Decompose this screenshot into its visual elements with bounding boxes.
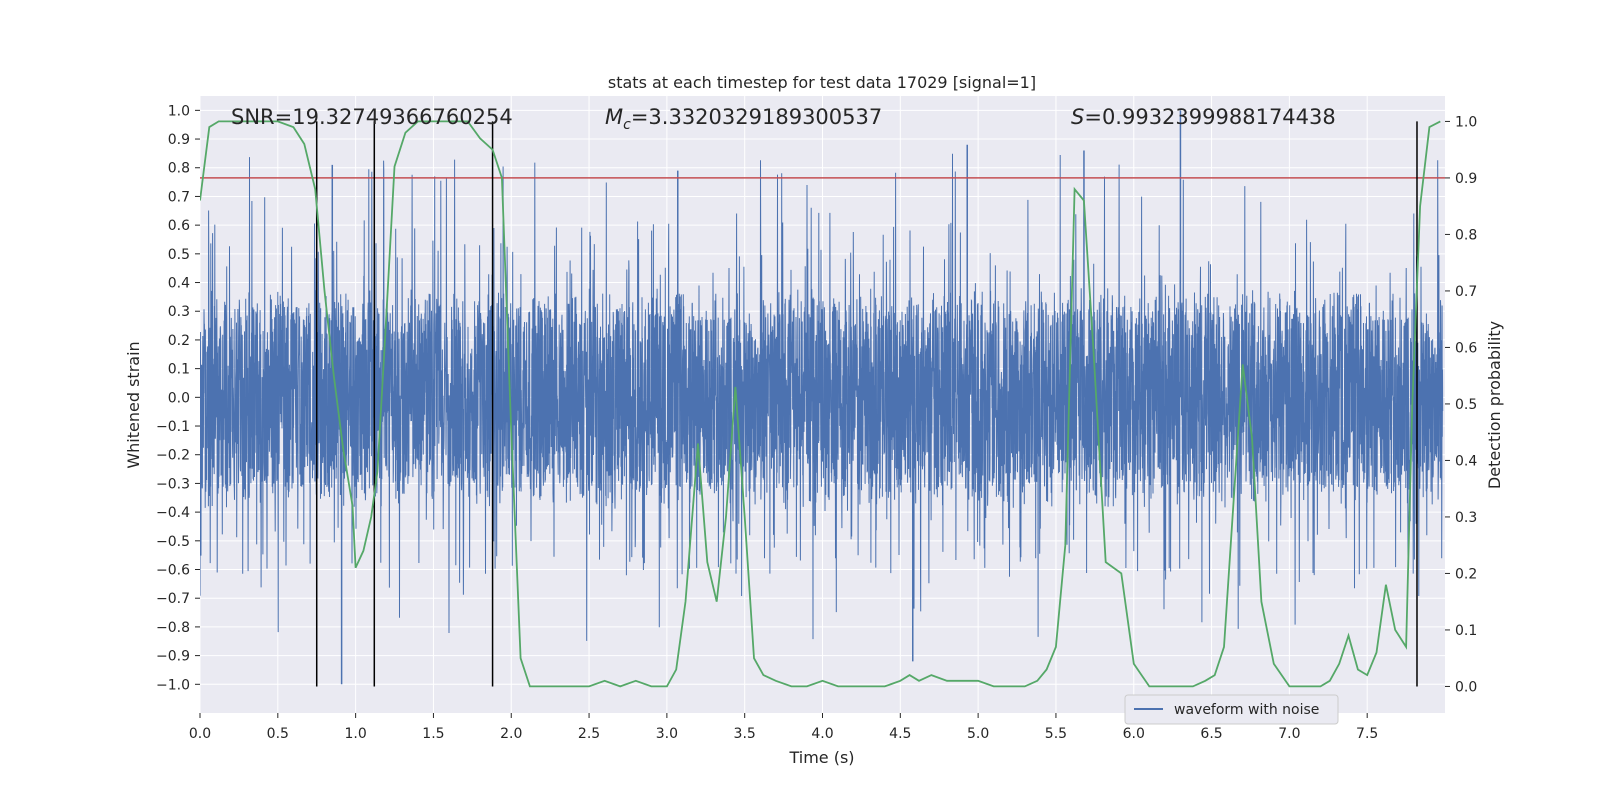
probability-line (200, 120, 1441, 688)
legend: waveform with noise (1124, 694, 1339, 725)
y-tick-label-5: 0.5 (168, 247, 190, 263)
y-tick-label-17: −0.7 (156, 591, 190, 607)
y2-tick-label-5: 0.5 (1455, 397, 1477, 413)
snr-annotation: SNR=19.32749366760254 (231, 105, 513, 129)
x-axis-ticks: 0.0 0.5 1.0 1.5 2.0 2.5 3.0 3.5 4.0 4.5 5.0 5.5 6.0 6… (189, 713, 1378, 742)
y-tick-label-6: 0.4 (168, 276, 190, 292)
x-tick-label-0: 0.0 (189, 726, 211, 742)
y2-axis-ticks: 1.0 0.9 0.8 0.7 0.6 0.5 0.4 0.3 0.2 0.1 0.0 (1445, 114, 1477, 695)
x-tick-label-7: 3.5 (734, 726, 756, 742)
x-tick-label-2: 1.0 (344, 726, 366, 742)
chart-title: stats at each timestep for test data 170… (608, 73, 1036, 92)
y-tick-label-18: −0.8 (156, 620, 190, 636)
chirp-mass-annotation: Mc=3.3320329189300537 (605, 105, 882, 133)
y-tick-label-14: −0.4 (156, 505, 190, 521)
s-annotation: S=0.9932399988174438 (1071, 105, 1336, 129)
y2-axis-label: Detection probability (1485, 321, 1504, 489)
y-tick-label-13: −0.3 (156, 476, 190, 492)
chirp-mass-value: =3.3320329189300537 (631, 105, 882, 129)
x-tick-label-8: 4.0 (811, 726, 833, 742)
y2-tick-label-10: 0.0 (1455, 679, 1477, 695)
y-tick-label-10: 0.0 (168, 390, 190, 406)
x-tick-label-4: 2.0 (500, 726, 522, 742)
s-value: =0.9932399988174438 (1084, 105, 1335, 129)
y-tick-label-3: 0.7 (168, 189, 190, 205)
probability-series (200, 120, 1441, 688)
x-tick-label-9: 4.5 (889, 726, 911, 742)
y-tick-label-19: −0.9 (156, 649, 190, 665)
y-tick-label-8: 0.2 (168, 333, 190, 349)
y-axis-label: Whitened strain (124, 341, 143, 468)
y-tick-label-7: 0.3 (168, 304, 190, 320)
x-tick-label-5: 2.5 (578, 726, 600, 742)
y-tick-label-20: −1.0 (156, 677, 190, 693)
y2-tick-label-9: 0.1 (1455, 623, 1477, 639)
x-tick-label-10: 5.0 (967, 726, 989, 742)
y-tick-label-2: 0.8 (168, 161, 190, 177)
waveform-series (200, 110, 1444, 685)
x-tick-label-11: 5.5 (1045, 726, 1067, 742)
y-tick-label-15: −0.5 (156, 534, 190, 550)
x-tick-label-14: 7.0 (1278, 726, 1300, 742)
s-symbol: S (1071, 105, 1084, 129)
y-tick-label-9: 0.1 (168, 362, 190, 378)
x-tick-label-12: 6.0 (1123, 726, 1145, 742)
y2-tick-label-3: 0.7 (1455, 284, 1477, 300)
x-axis-label: Time (s) (788, 748, 854, 767)
x-tick-label-6: 3.0 (656, 726, 678, 742)
x-tick-label-13: 6.5 (1200, 726, 1222, 742)
y2-tick-label-0: 1.0 (1455, 114, 1477, 130)
waveform-line (200, 153, 1444, 641)
y2-tick-label-8: 0.2 (1455, 566, 1477, 582)
x-tick-label-1: 0.5 (267, 726, 289, 742)
y-tick-label-11: −0.1 (156, 419, 190, 435)
chirp-mass-symbol: M (605, 105, 623, 129)
y-axis-ticks: 1.0 0.9 0.8 0.7 0.6 0.5 0.4 0.3 0.2 0.1 0.0 −0.1 −0.… (156, 103, 200, 693)
x-tick-label-15: 7.5 (1356, 726, 1378, 742)
y2-tick-label-6: 0.4 (1455, 453, 1477, 469)
y2-tick-label-1: 0.9 (1455, 171, 1477, 187)
y2-tick-label-4: 0.6 (1455, 340, 1477, 356)
y-tick-label-1: 0.9 (168, 132, 190, 148)
y2-tick-label-2: 0.8 (1455, 227, 1477, 243)
legend-label-waveform: waveform with noise (1174, 702, 1319, 718)
x-tick-label-3: 1.5 (422, 726, 444, 742)
legend-box (1124, 694, 1339, 725)
y-tick-label-16: −0.6 (156, 563, 190, 579)
chirp-mass-subscript: c (623, 117, 631, 133)
y-tick-label-0: 1.0 (168, 103, 190, 119)
y-tick-label-4: 0.6 (168, 218, 190, 234)
y2-tick-label-7: 0.3 (1455, 510, 1477, 526)
y-tick-label-12: −0.2 (156, 448, 190, 464)
